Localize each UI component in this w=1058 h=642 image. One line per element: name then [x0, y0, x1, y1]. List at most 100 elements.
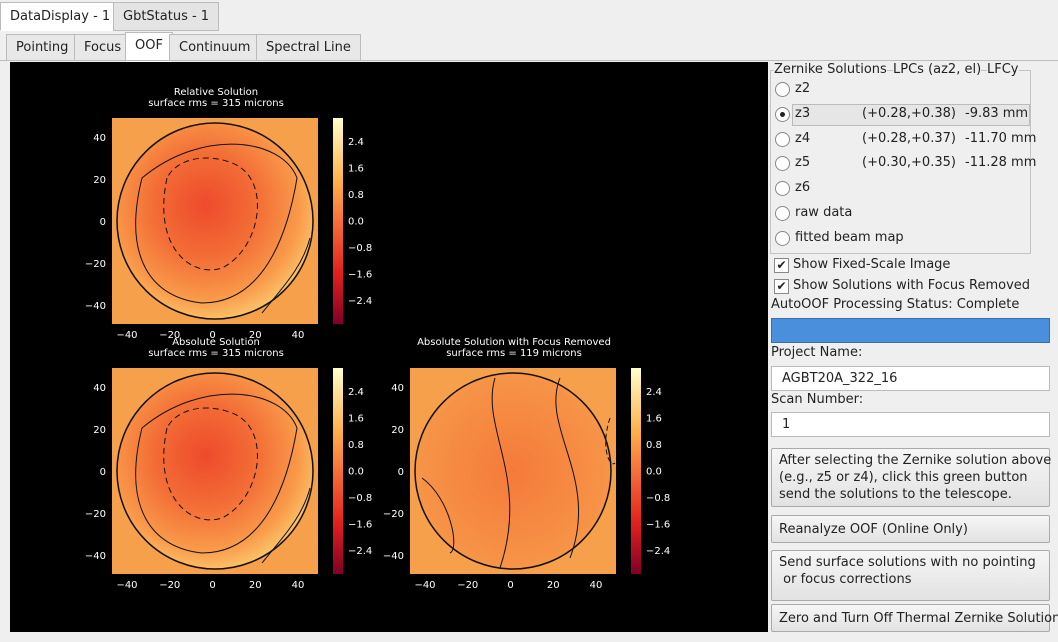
plot-title: Absolute Solution with Focus Removed [417, 337, 611, 348]
button-text: send the solutions to the telescope. [779, 487, 1012, 502]
window-tab[interactable]: GbtStatus - 1 [113, 2, 220, 31]
scan-input[interactable]: 1 [771, 412, 1050, 437]
checkbox-label: Show Fixed-Scale Image [793, 257, 951, 272]
y-tick-label: 40 [93, 133, 106, 144]
colorbar [631, 368, 641, 574]
colorbar-tick-label: −0.8 [646, 493, 670, 504]
x-tick-label: 40 [292, 580, 305, 591]
x-tick-label: −20 [457, 580, 478, 591]
lfcy-value: -11.28 mm [965, 155, 1037, 171]
x-tick-label: 20 [249, 330, 262, 341]
y-tick-label: −20 [85, 259, 106, 270]
action-button[interactable]: After selecting the Zernike solution abo… [771, 448, 1052, 507]
radio-button[interactable] [775, 230, 790, 246]
y-tick-label: 20 [93, 175, 106, 186]
colorbar-tick-label: 0.0 [348, 467, 364, 478]
radio-button[interactable] [775, 156, 790, 172]
progress-bar [771, 318, 1050, 343]
colorbar-tick-label: −0.8 [348, 243, 372, 254]
project-input[interactable]: AGBT20A_322_16 [771, 366, 1050, 391]
x-tick-label: −40 [414, 580, 435, 591]
radio-dot [780, 111, 785, 117]
radio-button[interactable] [775, 131, 790, 147]
action-button[interactable]: Send surface solutions with no pointing … [771, 550, 1050, 601]
view-tab[interactable]: Continuum [169, 34, 261, 61]
y-tick-label: −20 [85, 509, 106, 520]
radio-label: z5 [795, 155, 811, 171]
radio-label: z3 [795, 105, 811, 121]
checkbox[interactable]: ✔ [774, 279, 789, 294]
y-tick-label: 0 [100, 217, 106, 228]
button-text: Reanalyze OOF (Online Only) [779, 522, 968, 537]
colorbar-tick-label: 2.4 [348, 387, 364, 398]
colorbar-tick-label: 1.6 [348, 164, 364, 175]
column-header: LFCy [987, 62, 1019, 77]
colorbar-tick-label: −1.6 [646, 520, 670, 531]
x-tick-label: −40 [116, 330, 137, 341]
window-tab[interactable]: DataDisplay - 1 [0, 2, 121, 31]
x-tick-label: 40 [590, 580, 603, 591]
button-text: After selecting the Zernike solution abo… [779, 453, 1052, 468]
action-button[interactable]: Reanalyze OOF (Online Only) [771, 515, 1050, 543]
y-tick-label: 20 [391, 425, 404, 436]
x-tick-label: 20 [547, 580, 560, 591]
contour [261, 237, 311, 314]
colorbar-tick-label: 0.8 [348, 440, 364, 451]
radio-label: z4 [795, 130, 811, 146]
status-text: AutoOOF Processing Status: Complete [771, 297, 1020, 312]
checkbox[interactable]: ✔ [774, 258, 789, 273]
button-text: Send surface solutions with no pointing [779, 555, 1036, 570]
heatmap [116, 372, 314, 570]
contour [421, 477, 455, 554]
contour [163, 407, 258, 521]
x-tick-label: 0 [507, 580, 513, 591]
view-tab[interactable]: OOF [125, 32, 173, 62]
y-tick-label: −40 [85, 301, 106, 312]
lfcy-value: -9.83 mm [965, 105, 1029, 121]
field-label: Scan Number: [771, 392, 864, 407]
radio-label: fitted beam map [795, 229, 904, 245]
action-button[interactable]: Zero and Turn Off Thermal Zernike Soluti… [771, 604, 1058, 632]
contour [491, 377, 580, 569]
colorbar [333, 368, 343, 574]
button-text: Zero and Turn Off Thermal Zernike Soluti… [779, 611, 1058, 626]
colorbar-tick-label: 1.6 [646, 414, 662, 425]
radio-button[interactable] [775, 82, 790, 97]
colorbar-tick-label: −1.6 [348, 270, 372, 281]
lpcs-value: (+0.28,+0.38) [862, 105, 956, 121]
view-tab[interactable]: Spectral Line [256, 34, 361, 61]
tab-border [0, 60, 1058, 61]
radio-button[interactable] [775, 206, 790, 221]
plot-subtitle: surface rms = 315 microns [148, 98, 284, 109]
colorbar [333, 118, 343, 324]
x-tick-label: 40 [292, 330, 305, 341]
colorbar-tick-label: 1.6 [348, 414, 364, 425]
colorbar-tick-label: −2.4 [348, 296, 372, 307]
x-tick-label: −40 [116, 580, 137, 591]
view-tab[interactable]: Pointing [6, 34, 79, 61]
contour [135, 393, 298, 554]
y-tick-label: 40 [93, 383, 106, 394]
radio-button[interactable] [775, 106, 790, 122]
x-tick-label: −20 [159, 580, 180, 591]
y-tick-label: 40 [391, 383, 404, 394]
heatmap [414, 372, 612, 570]
y-tick-label: 0 [398, 467, 404, 478]
view-tab[interactable]: Focus [74, 34, 132, 61]
x-tick-label: −20 [159, 330, 180, 341]
colorbar-tick-label: 0.0 [348, 217, 364, 228]
radio-label: z6 [795, 180, 811, 196]
field-label: Project Name: [771, 345, 863, 360]
colorbar-tick-label: 2.4 [646, 387, 662, 398]
checkbox-label: Show Solutions with Focus Removed [793, 278, 1031, 293]
colorbar-tick-label: 2.4 [348, 137, 364, 148]
x-tick-label: 20 [249, 580, 262, 591]
lpcs-value: (+0.28,+0.37) [862, 130, 956, 146]
colorbar-tick-label: −0.8 [348, 493, 372, 504]
contour [163, 157, 258, 271]
radio-button[interactable] [775, 181, 790, 197]
y-tick-label: −40 [383, 551, 404, 562]
plot-title: Relative Solution [174, 87, 258, 98]
